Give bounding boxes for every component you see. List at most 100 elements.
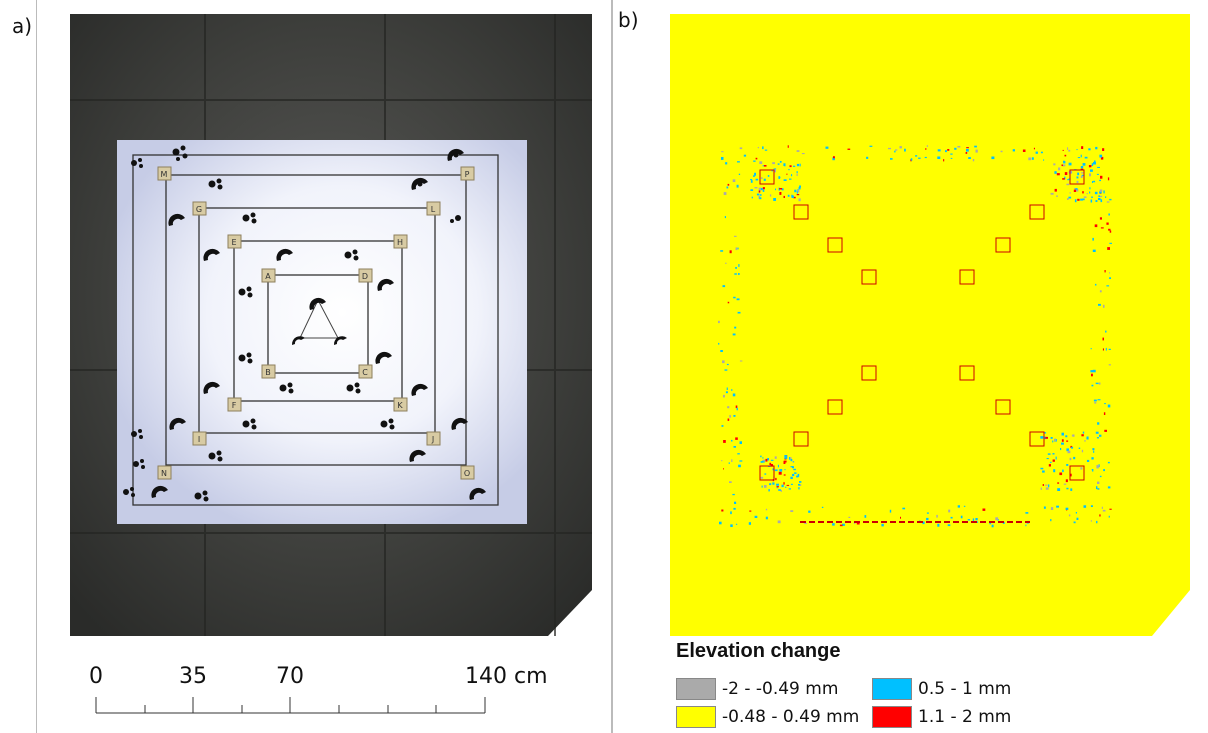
change-pixel (774, 169, 776, 173)
change-pixel (737, 161, 740, 163)
change-pixel (1067, 147, 1069, 150)
change-pixel (1100, 227, 1104, 229)
change-pixel (1073, 521, 1076, 524)
change-pixel (1066, 464, 1069, 466)
change-pixel (1069, 457, 1072, 461)
change-pixel (788, 488, 791, 490)
change-pixel (1099, 189, 1103, 192)
change-pixel (889, 509, 892, 513)
change-pixel (1056, 505, 1059, 508)
change-pixel (1096, 465, 1099, 469)
change-pixel (759, 197, 762, 200)
change-pixel (1050, 192, 1054, 195)
change-pixel (1043, 159, 1045, 161)
change-pixel (1099, 154, 1103, 158)
change-pixel (895, 149, 898, 151)
change-pixel (732, 493, 735, 496)
change-pixel (989, 522, 991, 525)
change-pixel (735, 405, 738, 409)
change-pixel (788, 169, 790, 171)
change-pixel (783, 460, 787, 463)
panel-a-frame (36, 0, 612, 733)
change-pixel (789, 178, 792, 180)
change-pixel (764, 485, 767, 488)
change-pixel (947, 149, 950, 151)
change-pixel (726, 363, 729, 366)
change-pixel (1100, 156, 1104, 160)
change-pixel (1102, 337, 1104, 341)
change-pixel (1045, 436, 1048, 439)
change-pixel (1098, 195, 1100, 197)
change-pixel (763, 165, 767, 167)
change-pixel (1094, 402, 1097, 404)
change-pixel (1081, 146, 1084, 149)
change-pixel (719, 521, 722, 525)
change-pixel (1040, 151, 1043, 154)
change-pixel (957, 505, 960, 508)
change-pixel (792, 473, 795, 476)
change-pixel (1105, 330, 1107, 333)
change-pixel (1083, 505, 1087, 508)
change-pixel (937, 523, 940, 527)
change-pixel (1099, 191, 1102, 194)
change-pixel (778, 489, 781, 491)
change-pixel (842, 523, 845, 526)
change-pixel (966, 148, 969, 152)
change-pixel (1035, 151, 1038, 154)
change-pixel (918, 157, 921, 159)
change-pixel (832, 157, 835, 161)
change-pixel (1040, 467, 1044, 470)
change-pixel (1099, 179, 1101, 182)
change-pixel (1093, 450, 1095, 453)
legend-swatch (872, 678, 912, 700)
change-pixel (1058, 167, 1061, 171)
change-pixel (1093, 180, 1096, 183)
change-pixel (775, 477, 777, 481)
change-pixel (968, 157, 971, 159)
change-pixel (735, 247, 738, 251)
change-pixel (1048, 484, 1050, 488)
change-pixel (758, 190, 761, 193)
change-pixel (789, 457, 791, 460)
change-pixel (1086, 459, 1090, 462)
change-pixel (1108, 515, 1110, 518)
change-pixel (972, 159, 975, 162)
change-pixel (974, 145, 977, 148)
change-pixel (723, 394, 725, 398)
change-pixel (1102, 348, 1104, 351)
change-pixel (801, 153, 805, 155)
change-pixel (731, 459, 733, 462)
change-pixel (777, 464, 779, 468)
change-pixel (1100, 199, 1103, 203)
change-pixel (1096, 437, 1099, 439)
change-pixel (759, 161, 763, 164)
change-pixel (1076, 149, 1078, 151)
change-pixel (1104, 270, 1106, 273)
change-pixel (799, 163, 801, 167)
change-pixel (1080, 467, 1083, 470)
change-pixel (1077, 198, 1080, 201)
white-sheet (117, 140, 527, 524)
change-pixel (797, 473, 800, 477)
change-pixel (1097, 481, 1100, 484)
change-pixel (1096, 520, 1098, 524)
change-pixel (950, 157, 953, 159)
change-pixel (1108, 348, 1111, 350)
change-pixel (725, 162, 728, 165)
change-pixel (1099, 195, 1103, 198)
change-pixel (1065, 479, 1068, 483)
change-pixel (721, 460, 723, 462)
change-pixel (869, 145, 873, 147)
change-pixel (995, 517, 999, 521)
change-pixel (1070, 473, 1072, 477)
legend-label: -0.48 - 0.49 mm (722, 707, 860, 727)
change-pixel (1048, 464, 1051, 467)
change-pixel (825, 146, 829, 149)
change-pixel (762, 187, 765, 190)
change-pixel (1070, 488, 1073, 491)
change-pixel (1090, 199, 1093, 203)
change-pixel (755, 157, 758, 160)
change-pixel (1062, 149, 1064, 151)
change-pixel (1028, 157, 1032, 161)
change-pixel (738, 464, 741, 468)
